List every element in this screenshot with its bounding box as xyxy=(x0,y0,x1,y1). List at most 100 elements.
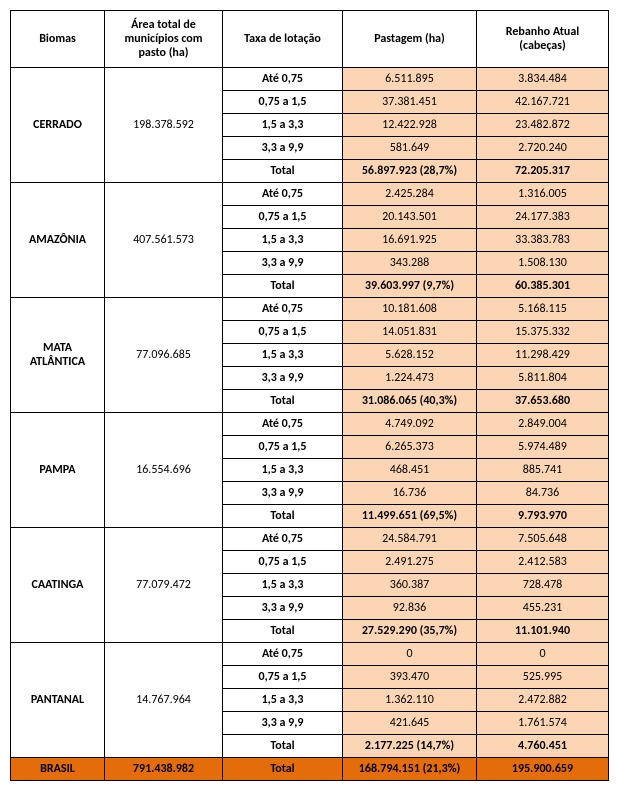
table-row: CAATINGA 77.079.472 Até 0,75 24.584.791 … xyxy=(11,528,609,551)
reb-value: 11.298.429 xyxy=(477,344,609,367)
taxa-label: 3,3 a 9,9 xyxy=(223,597,343,620)
bioma-area: 407.561.573 xyxy=(105,183,223,298)
past-value: 20.143.501 xyxy=(343,206,477,229)
reb-value: 5.168.115 xyxy=(477,298,609,321)
reb-value: 455.231 xyxy=(477,597,609,620)
taxa-label: 1,5 a 3,3 xyxy=(223,459,343,482)
past-value: 14.051.831 xyxy=(343,321,477,344)
past-value: 0 xyxy=(343,643,477,666)
reb-total: 37.653.680 xyxy=(477,390,609,413)
past-value: 421.645 xyxy=(343,712,477,735)
reb-value: 728.478 xyxy=(477,574,609,597)
taxa-label: 0,75 a 1,5 xyxy=(223,666,343,689)
bioma-name: PAMPA xyxy=(11,413,105,528)
past-value: 16.736 xyxy=(343,482,477,505)
past-value: 581.649 xyxy=(343,137,477,160)
reb-value: 7.505.648 xyxy=(477,528,609,551)
bioma-area: 77.079.472 xyxy=(105,528,223,643)
past-total: 27.529.290 (35,7%) xyxy=(343,620,477,643)
taxa-label: Até 0,75 xyxy=(223,413,343,436)
past-value: 5.628.152 xyxy=(343,344,477,367)
past-value: 24.584.791 xyxy=(343,528,477,551)
reb-value: 42.167.721 xyxy=(477,91,609,114)
table-row: AMAZÔNIA 407.561.573 Até 0,75 2.425.284 … xyxy=(11,183,609,206)
past-value: 6.265.373 xyxy=(343,436,477,459)
taxa-label: 0,75 a 1,5 xyxy=(223,91,343,114)
taxa-label: Total xyxy=(223,505,343,528)
taxa-label: Total xyxy=(223,390,343,413)
biomes-table: Biomas Área total de municípios com past… xyxy=(10,10,609,781)
past-value: 360.387 xyxy=(343,574,477,597)
taxa-label: 3,3 a 9,9 xyxy=(223,137,343,160)
brasil-row: BRASIL 791.438.982 Total 168.794.151 (21… xyxy=(11,758,609,781)
taxa-label: Total xyxy=(223,275,343,298)
reb-value: 1.508.130 xyxy=(477,252,609,275)
bioma-name: CERRADO xyxy=(11,68,105,183)
bioma-area: 198.378.592 xyxy=(105,68,223,183)
reb-total: 60.385.301 xyxy=(477,275,609,298)
past-value: 6.511.895 xyxy=(343,68,477,91)
bioma-area: 77.096.685 xyxy=(105,298,223,413)
brasil-reb: 195.900.659 xyxy=(477,758,609,781)
reb-value: 2.720.240 xyxy=(477,137,609,160)
bioma-name: AMAZÔNIA xyxy=(11,183,105,298)
taxa-label: Até 0,75 xyxy=(223,528,343,551)
reb-value: 84.736 xyxy=(477,482,609,505)
brasil-area: 791.438.982 xyxy=(105,758,223,781)
header-area: Área total de municípios com pasto (ha) xyxy=(105,11,223,68)
brasil-past: 168.794.151 (21,3%) xyxy=(343,758,477,781)
past-total: 39.603.997 (9,7%) xyxy=(343,275,477,298)
taxa-label: Total xyxy=(223,160,343,183)
taxa-label: 3,3 a 9,9 xyxy=(223,712,343,735)
past-value: 1.362.110 xyxy=(343,689,477,712)
table-row: MATA ATLÂNTICA 77.096.685 Até 0,75 10.18… xyxy=(11,298,609,321)
past-value: 393.470 xyxy=(343,666,477,689)
taxa-label: 0,75 a 1,5 xyxy=(223,551,343,574)
past-value: 12.422.928 xyxy=(343,114,477,137)
reb-value: 2.472.882 xyxy=(477,689,609,712)
past-total: 56.897.923 (28,7%) xyxy=(343,160,477,183)
reb-total: 72.205.317 xyxy=(477,160,609,183)
reb-value: 5.974.489 xyxy=(477,436,609,459)
past-value: 10.181.608 xyxy=(343,298,477,321)
taxa-label: 1,5 a 3,3 xyxy=(223,689,343,712)
reb-value: 525.995 xyxy=(477,666,609,689)
reb-value: 2.412.583 xyxy=(477,551,609,574)
header-biomas: Biomas xyxy=(11,11,105,68)
reb-value: 15.375.332 xyxy=(477,321,609,344)
taxa-label: 3,3 a 9,9 xyxy=(223,482,343,505)
table-row: PAMPA 16.554.696 Até 0,75 4.749.092 2.84… xyxy=(11,413,609,436)
past-value: 2.491.275 xyxy=(343,551,477,574)
reb-value: 0 xyxy=(477,643,609,666)
reb-value: 2.849.004 xyxy=(477,413,609,436)
past-total: 11.499.651 (69,5%) xyxy=(343,505,477,528)
bioma-area: 16.554.696 xyxy=(105,413,223,528)
reb-total: 4.760.451 xyxy=(477,735,609,758)
header-reb: Rebanho Atual (cabeças) xyxy=(477,11,609,68)
reb-value: 24.177.383 xyxy=(477,206,609,229)
reb-total: 11.101.940 xyxy=(477,620,609,643)
taxa-label: 0,75 a 1,5 xyxy=(223,321,343,344)
brasil-taxa: Total xyxy=(223,758,343,781)
past-value: 4.749.092 xyxy=(343,413,477,436)
taxa-label: Até 0,75 xyxy=(223,68,343,91)
taxa-label: 1,5 a 3,3 xyxy=(223,344,343,367)
reb-value: 33.383.783 xyxy=(477,229,609,252)
past-value: 92.836 xyxy=(343,597,477,620)
past-value: 1.224.473 xyxy=(343,367,477,390)
past-total: 2.177.225 (14,7%) xyxy=(343,735,477,758)
table-row: CERRADO 198.378.592 Até 0,75 6.511.895 3… xyxy=(11,68,609,91)
bioma-area: 14.767.964 xyxy=(105,643,223,758)
reb-value: 885.741 xyxy=(477,459,609,482)
table-header: Biomas Área total de municípios com past… xyxy=(11,11,609,68)
taxa-label: Até 0,75 xyxy=(223,183,343,206)
taxa-label: 1,5 a 3,3 xyxy=(223,229,343,252)
reb-value: 5.811.804 xyxy=(477,367,609,390)
past-value: 37.381.451 xyxy=(343,91,477,114)
reb-value: 1.316.005 xyxy=(477,183,609,206)
reb-value: 23.482.872 xyxy=(477,114,609,137)
header-past: Pastagem (ha) xyxy=(343,11,477,68)
taxa-label: 0,75 a 1,5 xyxy=(223,206,343,229)
past-value: 2.425.284 xyxy=(343,183,477,206)
bioma-name: PANTANAL xyxy=(11,643,105,758)
